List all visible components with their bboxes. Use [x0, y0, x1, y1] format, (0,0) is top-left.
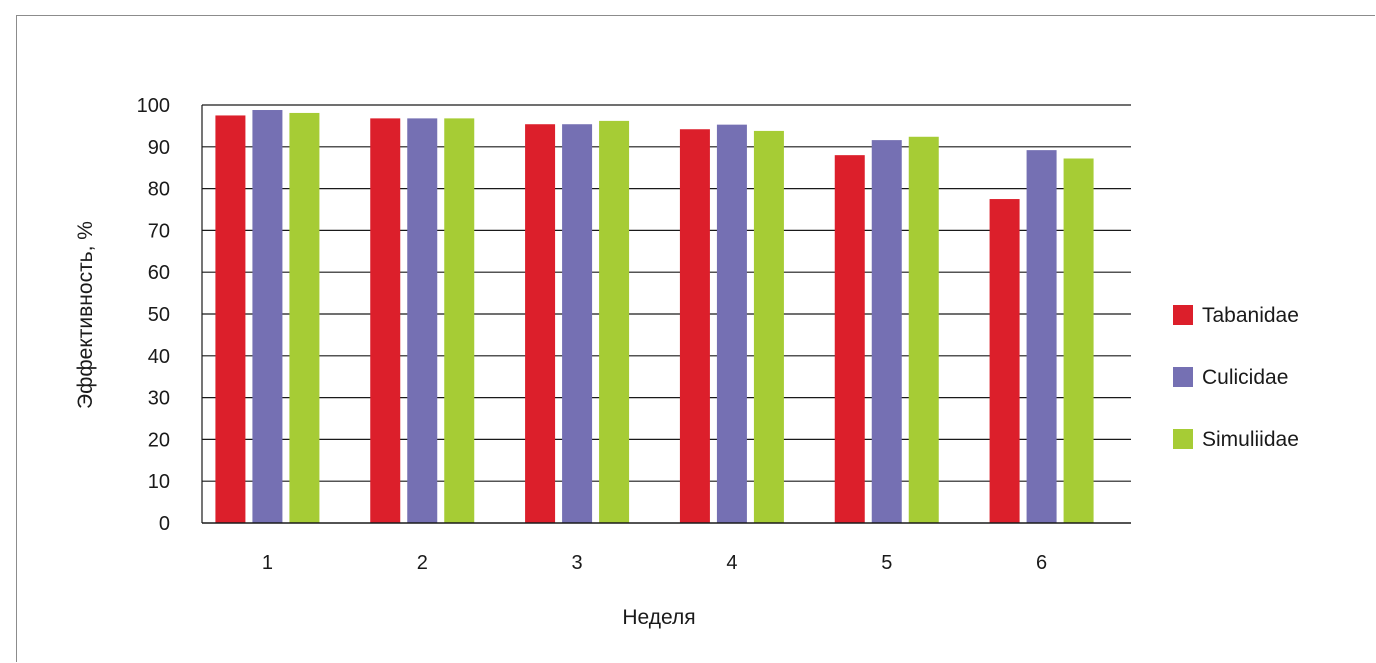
bar-tabanidae-week-1: [215, 115, 246, 523]
x-category-label: 4: [726, 552, 737, 574]
y-tick-label: 20: [148, 429, 170, 451]
bar-simuliidae-week-4: [753, 130, 784, 523]
x-axis-title: Неделя: [622, 606, 695, 629]
bar-tabanidae-week-6: [989, 199, 1020, 524]
x-category-label: 3: [572, 552, 583, 574]
y-tick-labels: 0 10 20 30 40 50 60 70 80 90 100: [137, 95, 170, 535]
legend-label-simuliidae: Simuliidae: [1202, 428, 1299, 451]
bar-culicidae-week-3: [562, 124, 593, 523]
legend-label-culicidae: Culicidae: [1202, 366, 1288, 389]
x-category-labels: 1 2 3 4 5 6: [262, 552, 1047, 574]
y-tick-label: 60: [148, 262, 170, 284]
bar-simuliidae-week-2: [444, 118, 475, 523]
bar-culicidae-week-1: [252, 110, 283, 524]
bar-culicidae-week-2: [407, 118, 438, 523]
y-tick-label: 80: [148, 179, 170, 201]
bar-tabanidae-week-2: [370, 118, 401, 523]
legend: Tabanidae Culicidae Simuliidae: [1173, 304, 1299, 451]
bar-simuliidae-week-3: [599, 120, 630, 523]
y-tick-label: 40: [148, 346, 170, 368]
legend-swatch-simuliidae: [1173, 429, 1193, 449]
y-tick-label: 100: [137, 95, 170, 117]
y-tick-label: 70: [148, 220, 170, 242]
bar-simuliidae-week-1: [289, 112, 320, 523]
bar-culicidae-week-4: [716, 124, 747, 524]
y-tick-label: 10: [148, 471, 170, 493]
y-tick-label: 0: [159, 513, 170, 535]
bar-tabanidae-week-4: [679, 129, 710, 523]
x-category-label: 5: [881, 552, 892, 574]
bar-culicidae-week-5: [871, 140, 902, 523]
bar-tabanidae-week-3: [525, 124, 556, 523]
gridlines: [202, 104, 1131, 482]
axes: [201, 105, 1131, 524]
y-tick-label: 30: [148, 388, 170, 410]
y-tick-label: 90: [148, 137, 170, 159]
chart-frame: [16, 15, 1375, 662]
legend-swatch-tabanidae: [1173, 305, 1193, 325]
bars: [215, 110, 1094, 524]
y-axis-title: Эффективность, %: [74, 221, 97, 409]
legend-swatch-culicidae: [1173, 367, 1193, 387]
x-category-label: 2: [417, 552, 428, 574]
legend-label-tabanidae: Tabanidae: [1202, 304, 1299, 327]
bar-culicidae-week-6: [1026, 150, 1057, 524]
x-category-label: 6: [1036, 552, 1047, 574]
y-tick-label: 50: [148, 304, 170, 326]
bar-simuliidae-week-6: [1063, 158, 1094, 523]
x-category-label: 1: [262, 552, 273, 574]
bar-tabanidae-week-5: [834, 155, 865, 523]
bar-simuliidae-week-5: [908, 136, 939, 523]
